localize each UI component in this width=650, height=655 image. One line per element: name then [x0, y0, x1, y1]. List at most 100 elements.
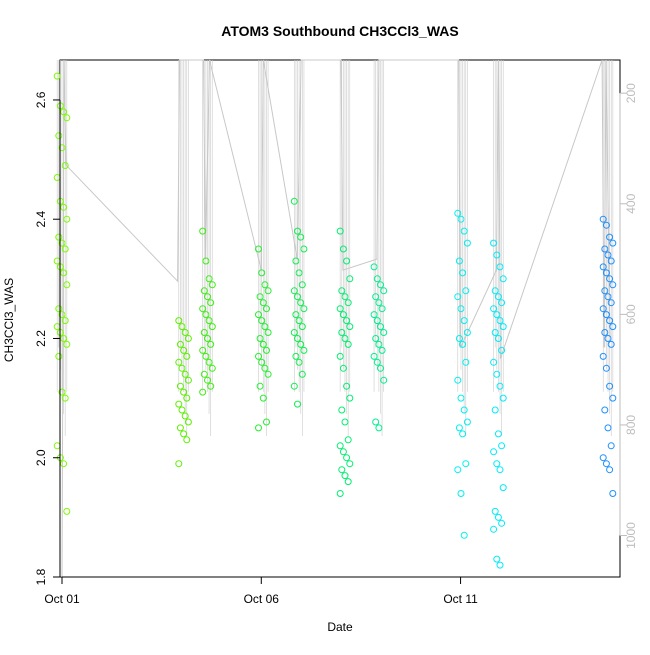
data-point [55, 132, 63, 140]
data-point [496, 263, 504, 271]
data-point [375, 340, 383, 348]
data-point [58, 144, 66, 152]
data-point [336, 490, 344, 497]
data-point [294, 400, 301, 408]
data-point [300, 346, 308, 354]
data-point [599, 352, 607, 360]
data-point [294, 293, 301, 301]
data-point [259, 394, 267, 402]
data-point [601, 287, 609, 295]
data-point [343, 317, 351, 325]
x-axis: Oct 01 Oct 06 Oct 11 [44, 576, 478, 606]
data-point [202, 311, 210, 319]
data-point [346, 275, 354, 283]
data-point [463, 239, 471, 247]
data-point [599, 215, 607, 223]
data-point [494, 293, 502, 301]
data-point [255, 424, 262, 432]
data-point [373, 317, 381, 325]
data-point [338, 329, 346, 336]
data-point [460, 317, 468, 325]
data-point [606, 466, 614, 474]
data-point [602, 221, 610, 229]
x-tick-label: Oct 11 [443, 592, 478, 606]
data-point [599, 263, 607, 271]
data-point [494, 335, 502, 342]
data-point [295, 317, 303, 325]
data-point [607, 340, 615, 348]
data-point [175, 460, 183, 468]
data-point [494, 430, 502, 438]
x-tick-label: Oct 06 [244, 592, 280, 606]
x-tick-label: Oct 01 [44, 592, 80, 606]
data-point [372, 335, 380, 342]
data-point [454, 466, 462, 474]
data-point [205, 317, 213, 325]
data-point [606, 275, 614, 283]
data-point [183, 394, 191, 402]
data-point [292, 257, 300, 265]
data-point [498, 519, 506, 527]
data-point [290, 329, 298, 336]
data-point [490, 239, 498, 247]
data-point [454, 376, 462, 384]
data-point [61, 317, 69, 325]
data-point [455, 424, 463, 432]
data-point [380, 329, 388, 336]
data-point [178, 364, 186, 372]
data-point [53, 442, 61, 450]
altitude-trace-line [61, 59, 611, 578]
data-point [263, 346, 270, 354]
data-point [55, 352, 63, 360]
data-point [263, 305, 270, 313]
data-point [263, 418, 270, 426]
data-point [339, 448, 347, 456]
data-point [200, 329, 208, 336]
data-point [341, 418, 349, 426]
data-point [53, 72, 61, 80]
data-point [259, 299, 267, 307]
right-tick-label: 600 [624, 304, 638, 324]
data-point [499, 394, 507, 402]
data-point [256, 293, 264, 301]
data-point [463, 329, 471, 336]
data-point [181, 412, 189, 420]
data-point [606, 317, 614, 325]
data-point [204, 376, 211, 384]
y-axis: 1.8 2.0 2.2 2.4 2.6 [34, 91, 61, 585]
data-point [609, 323, 617, 331]
data-point [599, 454, 607, 462]
data-point [339, 364, 347, 372]
right-tick-label: 200 [624, 83, 638, 103]
data-point [373, 358, 381, 366]
data-point [298, 370, 306, 378]
data-point [599, 305, 607, 313]
data-point [457, 394, 465, 402]
data-point [496, 466, 504, 474]
data-point [180, 430, 188, 438]
data-point [609, 239, 617, 247]
data-point [200, 287, 208, 295]
data-point [493, 311, 501, 319]
data-point [200, 370, 208, 378]
data-point [496, 561, 504, 569]
data-point [457, 215, 465, 223]
chart-title: ATOM3 Southbound CH3CCl3_WAS [221, 23, 458, 39]
data-point [370, 311, 378, 319]
data-point [204, 335, 211, 342]
data-point [601, 329, 609, 336]
data-point [60, 203, 68, 211]
data-point [606, 233, 614, 241]
data-point [202, 257, 210, 265]
data-point [462, 460, 470, 468]
data-point [344, 436, 352, 444]
data-point [343, 257, 351, 265]
data-point [339, 245, 347, 253]
data-point [264, 329, 272, 336]
data-point [60, 335, 68, 342]
data-point [61, 245, 69, 253]
data-point [176, 340, 184, 348]
data-point [181, 329, 189, 336]
data-point [344, 478, 352, 486]
